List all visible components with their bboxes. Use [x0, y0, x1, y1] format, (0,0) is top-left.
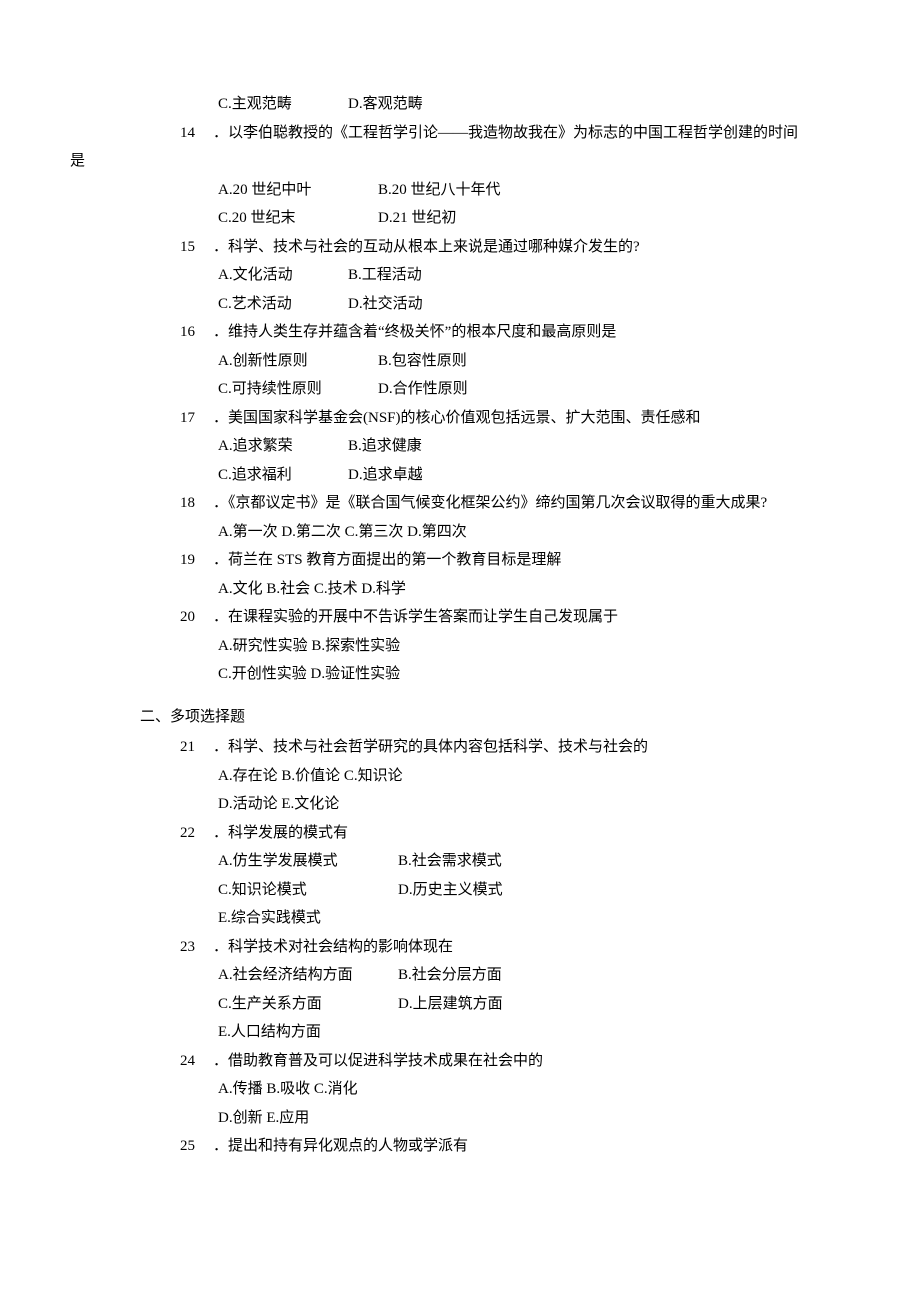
q13-option-d: D.客观范畴 [348, 90, 423, 119]
q23-options-row2: C.生产关系方面 D.上层建筑方面 [70, 990, 850, 1019]
q16-options-row2: C.可持续性原则 D.合作性原则 [70, 375, 850, 404]
q24-options-row1: A.传播 B.吸收 C.消化 [70, 1075, 850, 1104]
q22-stem: 22 ．科学发展的模式有 [70, 819, 850, 848]
q14-option-a: A.20 世纪中叶 [218, 176, 378, 205]
q21-options-row1: A.存在论 B.价值论 C.知识论 [70, 762, 850, 791]
q16-options-row1: A.创新性原则 B.包容性原则 [70, 347, 850, 376]
q14-stem-tail: 是 [70, 147, 850, 176]
q15-options-row1: A.文化活动 B.工程活动 [70, 261, 850, 290]
q23-stem-text: ．科学技术对社会结构的影响体现在 [213, 933, 453, 962]
q14-number: 14 [180, 119, 213, 148]
q15-option-a: A.文化活动 [218, 261, 348, 290]
q16-stem: 16 ．维持人类生存并蕴含着“终极关怀”的根本尺度和最高原则是 [70, 318, 850, 347]
q24-options-row2: D.创新 E.应用 [70, 1104, 850, 1133]
q21-options-row2: D.活动论 E.文化论 [70, 790, 850, 819]
q23-option-a: A.社会经济结构方面 [218, 961, 398, 990]
q15-option-d: D.社交活动 [348, 290, 423, 319]
q16-option-d: D.合作性原则 [378, 375, 468, 404]
q15-stem: 15 ．科学、技术与社会的互动从根本上来说是通过哪种媒介发生的? [70, 233, 850, 262]
q15-option-b: B.工程活动 [348, 261, 422, 290]
q18-options: A.第一次 D.第二次 C.第三次 D.第四次 [70, 518, 850, 547]
q24-stem: 24 ．借助教育普及可以促进科学技术成果在社会中的 [70, 1047, 850, 1076]
q22-options-row1: A.仿生学发展模式 B.社会需求模式 [70, 847, 850, 876]
q19-stem: 19 ．荷兰在 STS 教育方面提出的第一个教育目标是理解 [70, 546, 850, 575]
q19-number: 19 [180, 546, 213, 575]
q24-stem-text: ．借助教育普及可以促进科学技术成果在社会中的 [213, 1047, 543, 1076]
q17-options-row1: A.追求繁荣 B.追求健康 [70, 432, 850, 461]
q16-option-a: A.创新性原则 [218, 347, 378, 376]
q17-option-d: D.追求卓越 [348, 461, 423, 490]
q15-option-c: C.艺术活动 [218, 290, 348, 319]
q17-stem: 17 ．美国国家科学基金会(NSF)的核心价值观包括远景、扩大范围、责任感和 [70, 404, 850, 433]
q25-number: 25 [180, 1132, 213, 1161]
q18-number: 18 [180, 489, 213, 518]
q16-stem-text: ．维持人类生存并蕴含着“终极关怀”的根本尺度和最高原则是 [213, 318, 616, 347]
q23-option-e: E.人口结构方面 [218, 1018, 321, 1047]
q16-option-c: C.可持续性原则 [218, 375, 378, 404]
q21-stem-text: ．科学、技术与社会哲学研究的具体内容包括科学、技术与社会的 [213, 733, 648, 762]
q19-stem-text: ．荷兰在 STS 教育方面提出的第一个教育目标是理解 [213, 546, 561, 575]
q14-stem-text: ．以李伯聪教授的《工程哲学引论——我造物故我在》为标志的中国工程哲学创建的时间 [213, 119, 798, 148]
q14-options-row1: A.20 世纪中叶 B.20 世纪八十年代 [70, 176, 850, 205]
q23-option-b: B.社会分层方面 [398, 961, 502, 990]
q17-stem-text: ．美国国家科学基金会(NSF)的核心价值观包括远景、扩大范围、责任感和 [213, 404, 701, 433]
q17-options-row2: C.追求福利 D.追求卓越 [70, 461, 850, 490]
q17-option-b: B.追求健康 [348, 432, 422, 461]
q14-option-c: C.20 世纪末 [218, 204, 378, 233]
section-2-title: 二、多项选择题 [70, 689, 850, 734]
q15-options-row2: C.艺术活动 D.社交活动 [70, 290, 850, 319]
q22-option-d: D.历史主义模式 [398, 876, 503, 905]
q23-options-row3: E.人口结构方面 [70, 1018, 850, 1047]
q18-stem: 18 ．《京都议定书》是《联合国气候变化框架公约》缔约国第几次会议取得的重大成果… [70, 489, 850, 518]
q21-stem: 21 ．科学、技术与社会哲学研究的具体内容包括科学、技术与社会的 [70, 733, 850, 762]
q24-number: 24 [180, 1047, 213, 1076]
q19-options: A.文化 B.社会 C.技术 D.科学 [70, 575, 850, 604]
q22-option-a: A.仿生学发展模式 [218, 847, 398, 876]
q22-options-row2: C.知识论模式 D.历史主义模式 [70, 876, 850, 905]
q23-option-d: D.上层建筑方面 [398, 990, 503, 1019]
q21-number: 21 [180, 733, 213, 762]
q17-option-a: A.追求繁荣 [218, 432, 348, 461]
q22-option-b: B.社会需求模式 [398, 847, 502, 876]
q20-number: 20 [180, 603, 213, 632]
q20-stem-text: ．在课程实验的开展中不告诉学生答案而让学生自己发现属于 [213, 603, 618, 632]
q16-option-b: B.包容性原则 [378, 347, 467, 376]
q15-stem-text: ．科学、技术与社会的互动从根本上来说是通过哪种媒介发生的? [213, 233, 640, 262]
q14-options-row2: C.20 世纪末 D.21 世纪初 [70, 204, 850, 233]
q15-number: 15 [180, 233, 213, 262]
q22-stem-text: ．科学发展的模式有 [213, 819, 348, 848]
q14-option-d: D.21 世纪初 [378, 204, 456, 233]
q23-stem: 23 ．科学技术对社会结构的影响体现在 [70, 933, 850, 962]
q14-stem: 14 ．以李伯聪教授的《工程哲学引论——我造物故我在》为标志的中国工程哲学创建的… [70, 119, 850, 148]
q17-number: 17 [180, 404, 213, 433]
q17-option-c: C.追求福利 [218, 461, 348, 490]
q13-options-row2: C.主观范畴 D.客观范畴 [70, 90, 850, 119]
q20-options-row2: C.开创性实验 D.验证性实验 [70, 660, 850, 689]
q20-options-row1: A.研究性实验 B.探索性实验 [70, 632, 850, 661]
q23-option-c: C.生产关系方面 [218, 990, 398, 1019]
q22-option-e: E.综合实践模式 [218, 904, 321, 933]
q22-option-c: C.知识论模式 [218, 876, 398, 905]
q16-number: 16 [180, 318, 213, 347]
q25-stem: 25 ．提出和持有异化观点的人物或学派有 [70, 1132, 850, 1161]
q14-option-b: B.20 世纪八十年代 [378, 176, 501, 205]
q23-number: 23 [180, 933, 213, 962]
q22-number: 22 [180, 819, 213, 848]
q13-option-c: C.主观范畴 [218, 90, 348, 119]
q25-stem-text: ．提出和持有异化观点的人物或学派有 [213, 1132, 468, 1161]
q20-stem: 20 ．在课程实验的开展中不告诉学生答案而让学生自己发现属于 [70, 603, 850, 632]
q23-options-row1: A.社会经济结构方面 B.社会分层方面 [70, 961, 850, 990]
q22-options-row3: E.综合实践模式 [70, 904, 850, 933]
q18-stem-text: ．《京都议定书》是《联合国气候变化框架公约》缔约国第几次会议取得的重大成果? [213, 489, 767, 518]
